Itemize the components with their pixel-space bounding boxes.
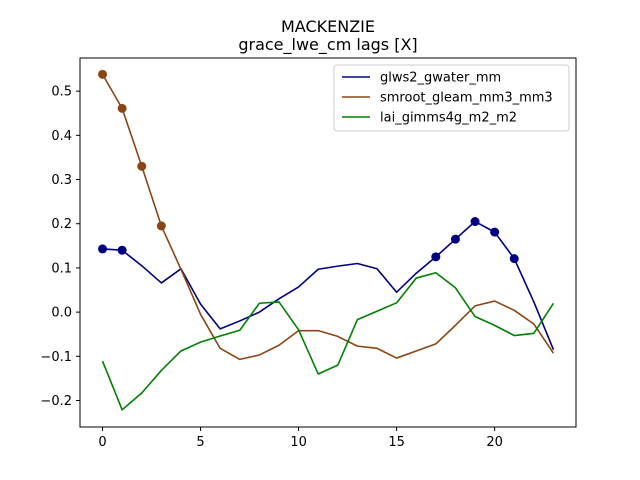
x-tick-label: 15 [388,435,405,450]
x-tick-label: 10 [290,435,307,450]
chart-title: MACKENZIE [281,17,375,36]
y-tick-label: 0.1 [51,261,72,276]
series-line-glws2_gwater_mm [102,220,555,350]
legend-label: glws2_gwater_mm [380,71,501,86]
plot-area [79,57,577,428]
series-marker-smroot_gleam_mm3_mm3 [117,103,127,113]
y-tick-label: 0.0 [51,306,72,321]
y-axis: −0.2 −0.1 0.0 0.1 0.2 0.3 0.4 0.5 [40,85,80,409]
series-marker-smroot_gleam_mm3_mm3 [137,161,147,171]
legend-label: smroot_gleam_mm3_mm3 [380,91,553,106]
series-marker-glws2_gwater_mm [98,244,108,254]
series-marker-glws2_gwater_mm [431,252,441,262]
chart-subtitle: grace_lwe_cm lags [X] [238,35,417,55]
series-marker-glws2_gwater_mm [490,227,500,237]
x-axis: 0 5 10 15 20 [98,427,503,450]
series-line-smroot_gleam_mm3_mm3 [101,73,555,361]
series-marker-smroot_gleam_mm3_mm3 [156,221,166,231]
legend-box [333,64,570,132]
y-tick-label: 0.2 [51,217,72,232]
series-marker-smroot_gleam_mm3_mm3 [98,69,108,79]
series-marker-glws2_gwater_mm [509,254,519,264]
y-tick-label: 0.5 [51,85,72,100]
legend: glws2_gwater_mm smroot_gleam_mm3_mm3 lai_g… [333,64,570,132]
series-layer [98,69,555,411]
legend-label: lai_gimms4g_m2_m2 [380,111,517,126]
x-tick-label: 0 [98,435,106,450]
series-marker-glws2_gwater_mm [450,234,460,244]
y-tick-label: 0.4 [51,129,72,144]
plot-frame [79,57,577,428]
y-tick-label: −0.1 [40,350,72,365]
x-tick-label: 20 [486,435,503,450]
series-marker-glws2_gwater_mm [117,245,127,255]
series-marker-glws2_gwater_mm [470,217,480,227]
y-tick-label: 0.3 [51,173,72,188]
x-tick-label: 5 [196,435,204,450]
y-tick-label: −0.2 [40,394,72,409]
series-line-lai_gimms4g_m2_m2 [101,271,555,411]
